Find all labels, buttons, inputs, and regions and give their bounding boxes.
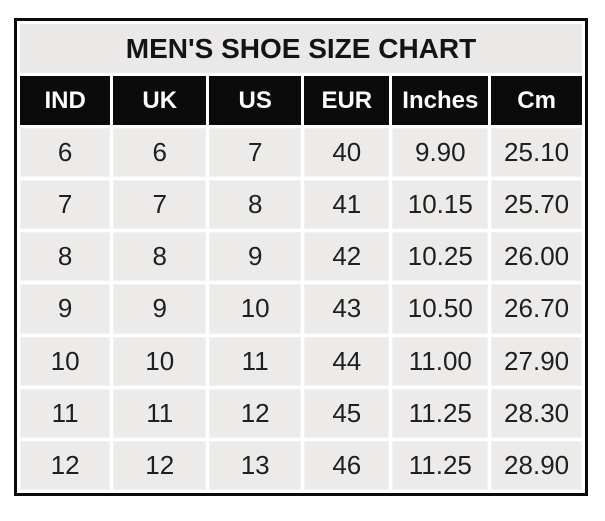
table-cell: 45 xyxy=(304,388,390,438)
table-cell: 6 xyxy=(113,128,207,178)
table-cell: 7 xyxy=(20,180,111,230)
table-cell: 11.00 xyxy=(392,336,489,386)
table-cell: 43 xyxy=(304,284,390,334)
table-cell: 6 xyxy=(20,128,111,178)
table-cell: 28.30 xyxy=(491,388,582,438)
table-body: 6 6 7 40 9.90 25.10 7 7 8 41 10.15 25.70 8 8 9 42 10.25 2… xyxy=(20,128,582,490)
column-header-cm: Cm xyxy=(491,76,582,125)
table-cell: 28.90 xyxy=(491,440,582,490)
table-row: 9 9 10 43 10.50 26.70 xyxy=(20,284,582,334)
column-header-ind: IND xyxy=(20,76,111,125)
size-chart-table: MEN'S SHOE SIZE CHART IND UK US EUR Inches Cm… xyxy=(14,18,588,496)
table-cell: 11.25 xyxy=(392,388,489,438)
table-cell: 40 xyxy=(304,128,390,178)
table-cell: 41 xyxy=(304,180,390,230)
table-cell: 10.25 xyxy=(392,232,489,282)
header-row: IND UK US EUR Inches Cm xyxy=(20,76,582,125)
table-row: 6 6 7 40 9.90 25.10 xyxy=(20,128,582,178)
table-cell: 7 xyxy=(113,180,207,230)
table-cell: 12 xyxy=(113,440,207,490)
table-cell: 25.10 xyxy=(491,128,582,178)
table-cell: 12 xyxy=(20,440,111,490)
table-row: 7 7 8 41 10.15 25.70 xyxy=(20,180,582,230)
table-cell: 9 xyxy=(209,232,302,282)
table-cell: 9.90 xyxy=(392,128,489,178)
table-cell: 10 xyxy=(209,284,302,334)
table-cell: 10.15 xyxy=(392,180,489,230)
table-cell: 10 xyxy=(113,336,207,386)
table-cell: 42 xyxy=(304,232,390,282)
table-cell: 10 xyxy=(20,336,111,386)
table-row: 8 8 9 42 10.25 26.00 xyxy=(20,232,582,282)
table-cell: 11 xyxy=(113,388,207,438)
table-row: 11 11 12 45 11.25 28.30 xyxy=(20,388,582,438)
table-cell: 44 xyxy=(304,336,390,386)
chart-title: MEN'S SHOE SIZE CHART xyxy=(20,24,582,73)
table-cell: 11 xyxy=(209,336,302,386)
table-cell: 8 xyxy=(113,232,207,282)
table-cell: 11.25 xyxy=(392,440,489,490)
title-row: MEN'S SHOE SIZE CHART xyxy=(20,24,582,73)
table-cell: 25.70 xyxy=(491,180,582,230)
column-header-uk: UK xyxy=(113,76,207,125)
table-cell: 13 xyxy=(209,440,302,490)
table-cell: 10.50 xyxy=(392,284,489,334)
table-cell: 11 xyxy=(20,388,111,438)
table-cell: 9 xyxy=(113,284,207,334)
column-header-inches: Inches xyxy=(392,76,489,125)
column-header-us: US xyxy=(209,76,302,125)
table-cell: 26.00 xyxy=(491,232,582,282)
table-row: 10 10 11 44 11.00 27.90 xyxy=(20,336,582,386)
column-header-eur: EUR xyxy=(304,76,390,125)
table-cell: 8 xyxy=(209,180,302,230)
table-cell: 26.70 xyxy=(491,284,582,334)
table-cell: 8 xyxy=(20,232,111,282)
table-cell: 46 xyxy=(304,440,390,490)
table-row: 12 12 13 46 11.25 28.90 xyxy=(20,440,582,490)
table-cell: 27.90 xyxy=(491,336,582,386)
table-cell: 9 xyxy=(20,284,111,334)
table-cell: 7 xyxy=(209,128,302,178)
table-cell: 12 xyxy=(209,388,302,438)
